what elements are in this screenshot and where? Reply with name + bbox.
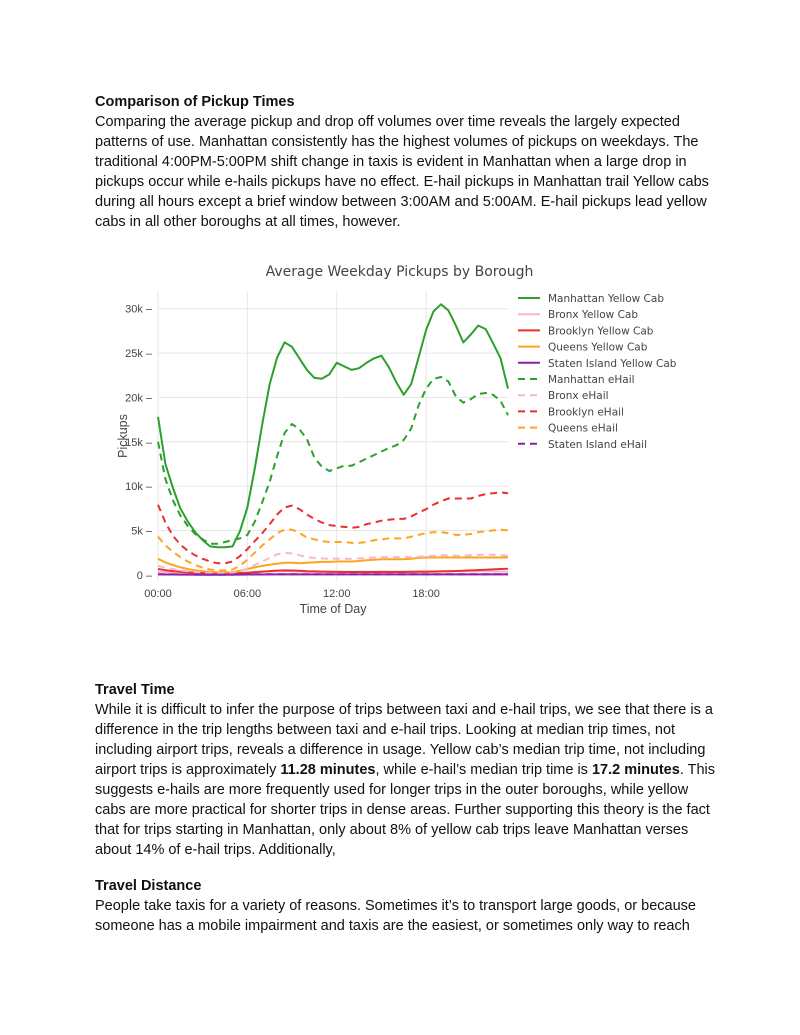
series-line — [157, 303, 509, 549]
paragraph-text: . This suggests e-hails are more frequen… — [95, 762, 716, 858]
section-paragraph: While it is difficult to infer the purpo… — [95, 700, 715, 860]
section-paragraph: Comparing the average pickup and drop of… — [95, 114, 709, 230]
legend-label: Queens Yellow Cab — [548, 342, 648, 354]
legend-label: Staten Island Yellow Cab — [548, 358, 677, 370]
plot-area — [158, 291, 508, 581]
series-line — [157, 556, 508, 574]
x-axis-title: Time of Day — [300, 602, 368, 616]
legend-label: Brooklyn Yellow Cab — [548, 325, 654, 337]
section-paragraph: People take taxis for a variety of reaso… — [95, 898, 696, 934]
ehail-median-time: 17.2 minutes — [591, 762, 680, 778]
paragraph-text: , while e-hail’s median trip time is — [375, 762, 592, 778]
series-line — [157, 376, 509, 545]
pickup-times-section: Comparison of Pickup Times Comparing the… — [95, 92, 715, 232]
y-tick-label: 30k – — [125, 304, 153, 316]
legend-label: Staten Island eHail — [548, 439, 647, 451]
travel-time-section: Travel Time While it is difficult to inf… — [95, 680, 715, 860]
chart-title: Average Weekday Pickups by Borough — [266, 264, 534, 280]
y-tick-label: 20k – — [125, 392, 153, 404]
legend-label: Queens eHail — [548, 423, 618, 435]
y-tick-label: 10k – — [125, 481, 153, 493]
x-tick-label: 06:00 — [234, 588, 262, 600]
travel-distance-section: Travel Distance People take taxis for a … — [95, 876, 715, 936]
x-tick-label: 00:00 — [144, 588, 172, 600]
legend-label: Manhattan Yellow Cab — [548, 293, 664, 305]
series-line — [157, 567, 509, 575]
pickups-chart-figure: 0 – 5k – 10k – 15k – 20k – 25k – 30k – 00:00 06:… — [100, 255, 700, 635]
y-tick-label: 5k – — [131, 525, 153, 537]
legend-label: Bronx eHail — [548, 390, 609, 402]
chart-svg: 0 – 5k – 10k – 15k – 20k – 25k – 30k – 00:00 06:… — [116, 264, 677, 616]
section-heading: Travel Time — [95, 682, 175, 698]
y-tick-label: 0 – — [137, 570, 153, 582]
y-axis-title: Pickups — [116, 414, 130, 458]
y-tick-label: 15k – — [125, 437, 153, 449]
x-tick-label: 12:00 — [323, 588, 351, 600]
paragraph-text: While it is difficult to infer the purpo… — [95, 702, 713, 778]
series-line — [157, 491, 509, 565]
yellow-cab-median-time: 11.28 minutes — [280, 762, 376, 778]
pickups-line-chart: 0 – 5k – 10k – 15k – 20k – 25k – 30k – 00:00 06:… — [100, 255, 700, 635]
series-line — [157, 551, 509, 574]
section-heading: Travel Distance — [95, 878, 202, 894]
legend-label: Bronx Yellow Cab — [548, 309, 638, 321]
y-tick-label: 25k – — [125, 348, 153, 360]
legend-label: Brooklyn eHail — [548, 406, 624, 418]
section-heading: Comparison of Pickup Times — [95, 94, 295, 110]
legend-label: Manhattan eHail — [548, 374, 635, 386]
x-tick-label: 18:00 — [412, 588, 440, 600]
